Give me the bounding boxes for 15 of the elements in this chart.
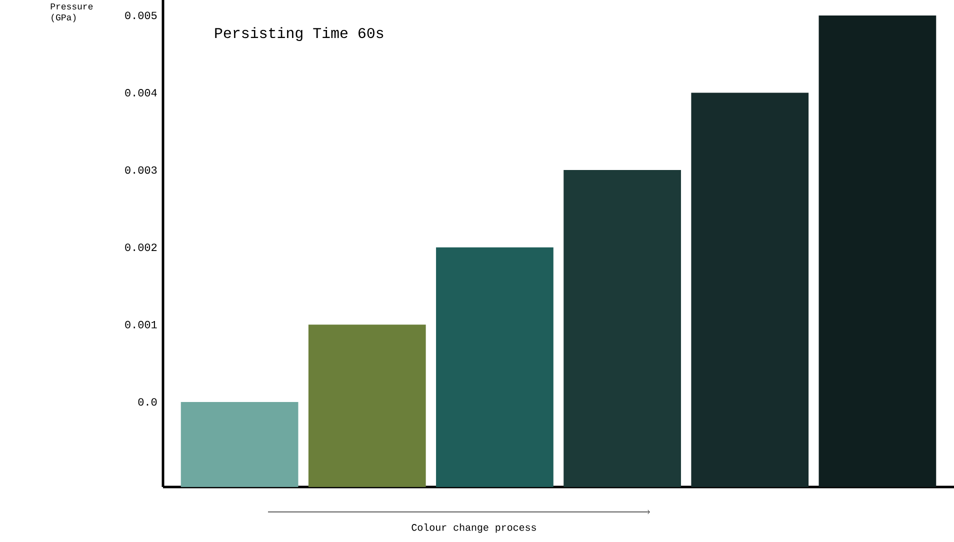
bar xyxy=(818,15,936,487)
y-tick-label: 0.002 xyxy=(125,244,157,252)
y-tick-label: 0.0 xyxy=(138,398,157,406)
y-tick-label: 0.001 xyxy=(125,320,157,328)
bar xyxy=(308,324,426,487)
bar xyxy=(436,247,554,487)
y-tick-label: 0.003 xyxy=(125,166,157,174)
annotation: Persisting Time 60s xyxy=(215,27,384,42)
bar xyxy=(180,402,298,487)
bar xyxy=(691,92,809,487)
y-tick-label: 0.005 xyxy=(125,12,157,20)
y-tick-label: 0.004 xyxy=(125,89,157,96)
bar xyxy=(564,170,681,487)
text: Colour change process xyxy=(412,524,536,533)
y-axis-title: Pressure (GPa) xyxy=(50,4,93,22)
